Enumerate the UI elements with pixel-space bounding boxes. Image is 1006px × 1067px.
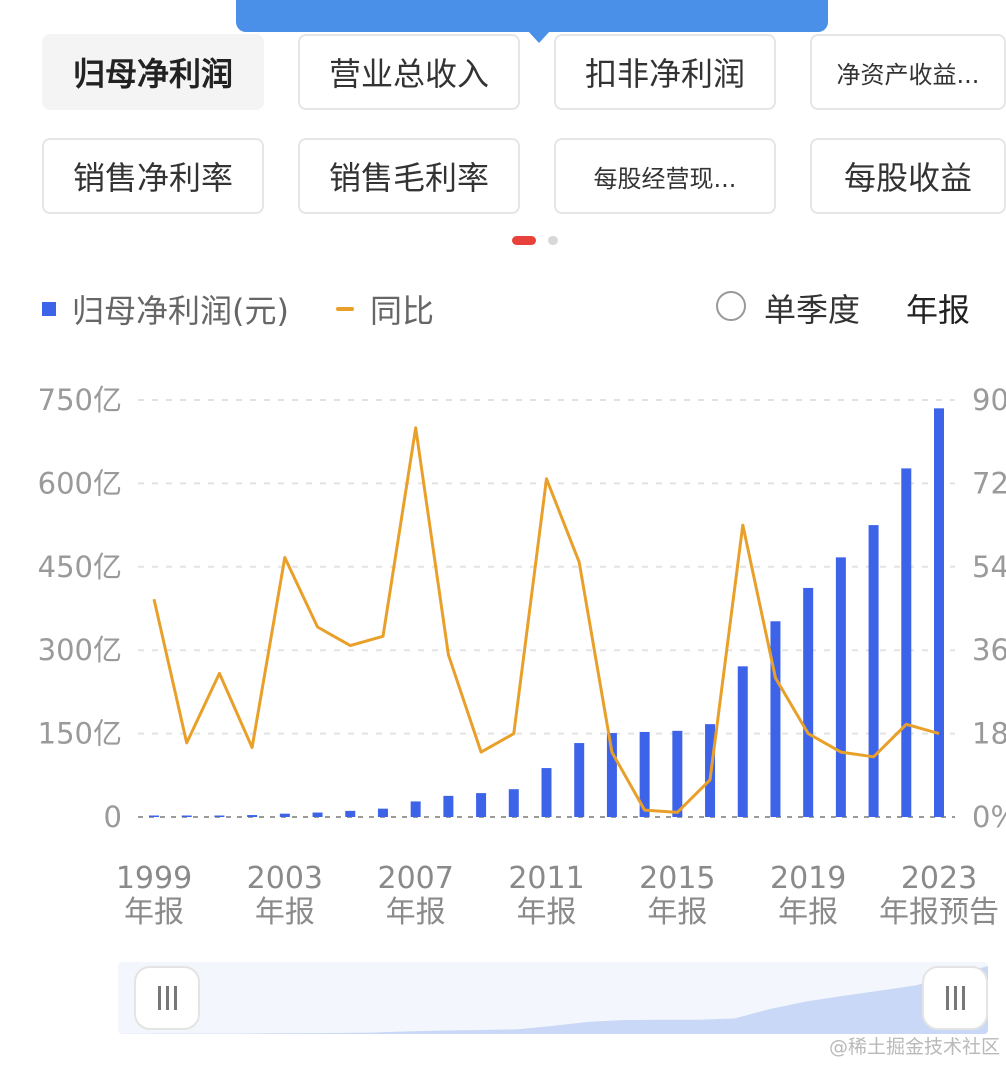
single-quarter-radio[interactable] xyxy=(716,291,746,321)
legend-line-icon xyxy=(336,307,354,311)
x-tick-sub: 年报 xyxy=(647,895,707,930)
bar[interactable] xyxy=(639,731,650,817)
y-tick-right: 0% xyxy=(972,800,1006,834)
legend-line-label: 同比 xyxy=(370,292,435,330)
page-indicator-inactive[interactable] xyxy=(548,236,558,245)
bar[interactable] xyxy=(410,801,421,817)
x-tick-year: 1999 xyxy=(116,861,192,896)
y-tick-left: 0 xyxy=(104,800,122,834)
y-tick-right: 90 xyxy=(972,383,1006,417)
y-tick-right: 54 xyxy=(972,550,1006,584)
x-tick-year: 2003 xyxy=(247,861,323,896)
y-tick-right: 18 xyxy=(972,717,1006,751)
x-tick-sub: 年报 xyxy=(778,895,838,930)
single-quarter-label[interactable]: 单季度 xyxy=(764,291,861,329)
bar[interactable] xyxy=(443,795,454,817)
bar[interactable] xyxy=(606,733,617,817)
page-indicator-active[interactable] xyxy=(512,236,536,245)
y-tick-right: 36 xyxy=(972,633,1006,667)
bar[interactable] xyxy=(901,468,912,817)
x-tick-sub: 年报 xyxy=(517,895,577,930)
bar[interactable] xyxy=(770,621,781,817)
metric-tab[interactable]: 归母净利润 xyxy=(42,34,264,110)
x-tick-sub: 年报 xyxy=(386,895,446,930)
bar[interactable] xyxy=(508,789,519,817)
metric-tab[interactable]: 销售净利率 xyxy=(42,138,264,214)
metric-tab[interactable]: 每股收益 xyxy=(810,138,1006,214)
legend-bar-series[interactable]: 归母净利润(元) xyxy=(42,286,289,332)
bar[interactable] xyxy=(377,808,388,817)
slider-handle-left[interactable] xyxy=(134,966,200,1030)
legend-bar-label: 归母净利润(元) xyxy=(72,292,289,330)
metric-tab[interactable]: 销售毛利率 xyxy=(298,138,520,214)
bar[interactable] xyxy=(803,587,814,817)
metric-tab[interactable]: 净资产收益... xyxy=(810,34,1006,110)
bar[interactable] xyxy=(149,815,159,818)
x-tick-year: 2011 xyxy=(508,861,584,896)
bar[interactable] xyxy=(181,815,192,818)
bar[interactable] xyxy=(247,815,258,817)
tooltip-arrow xyxy=(528,31,550,43)
metric-tab[interactable]: 每股经营现... xyxy=(554,138,776,214)
bar[interactable] xyxy=(541,768,552,817)
bar[interactable] xyxy=(476,793,487,817)
x-tick-sub: 年报 xyxy=(124,895,184,930)
tooltip-bar xyxy=(236,0,828,32)
x-tick-year: 2007 xyxy=(377,861,453,896)
x-tick-year: 2015 xyxy=(639,861,715,896)
x-tick-year: 2019 xyxy=(770,861,846,896)
metric-tab[interactable]: 扣非净利润 xyxy=(554,34,776,110)
y-tick-left: 150亿 xyxy=(38,717,122,751)
range-slider[interactable] xyxy=(118,962,988,1034)
bar[interactable] xyxy=(868,525,879,817)
bar[interactable] xyxy=(835,557,846,817)
period-selector[interactable]: 年报 xyxy=(906,291,971,329)
y-tick-right: 72 xyxy=(972,466,1006,500)
bar[interactable] xyxy=(345,810,356,817)
y-tick-left: 750亿 xyxy=(38,383,122,417)
bar[interactable] xyxy=(672,730,683,817)
yoy-line[interactable] xyxy=(152,426,940,814)
profit-chart: 00%150亿18300亿36450亿54600亿72750亿901999年报2… xyxy=(38,383,1006,930)
bar[interactable] xyxy=(934,408,944,817)
x-tick-sub: 年报预告 xyxy=(879,895,999,930)
y-tick-left: 300亿 xyxy=(38,633,122,667)
metric-tab[interactable]: 营业总收入 xyxy=(298,34,520,110)
x-tick-sub: 年报 xyxy=(255,895,315,930)
bar[interactable] xyxy=(279,813,290,817)
bar[interactable] xyxy=(737,666,748,817)
watermark: @稀土掘金技术社区 xyxy=(828,1036,1000,1058)
bar[interactable] xyxy=(312,812,323,817)
y-tick-left: 450亿 xyxy=(38,550,122,584)
legend-square-icon xyxy=(42,302,56,316)
bar[interactable] xyxy=(214,815,225,818)
slider-preview-area xyxy=(118,966,988,1034)
bar[interactable] xyxy=(574,743,585,817)
legend-line-series[interactable]: 同比 xyxy=(336,286,434,332)
x-tick-year: 2023 xyxy=(901,861,977,896)
slider-handle-right[interactable] xyxy=(922,966,988,1030)
y-tick-left: 600亿 xyxy=(38,466,122,500)
